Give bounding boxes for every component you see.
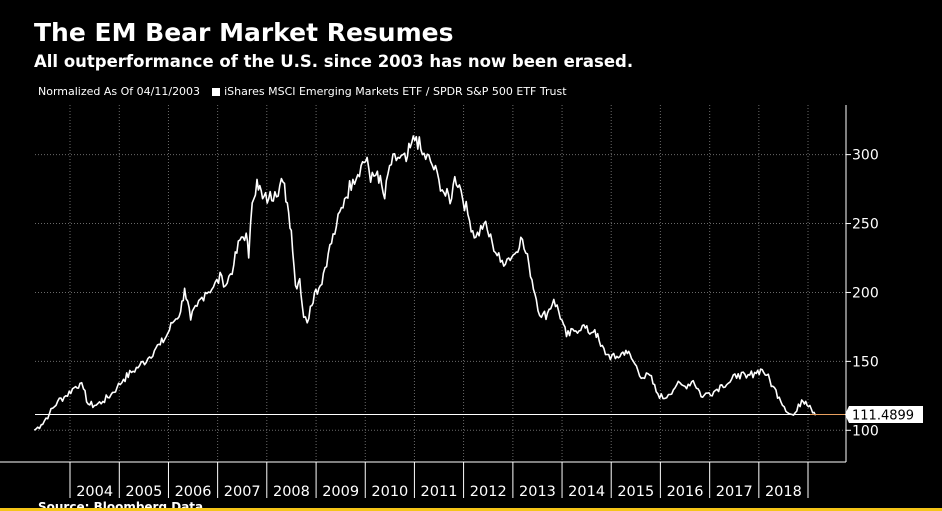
normalization-note: Normalized As Of 04/11/2003 (38, 85, 201, 98)
x-tick-label: 2017 (716, 484, 753, 500)
y-tick-label: 200 (852, 285, 879, 301)
gridlines (35, 105, 846, 462)
legend-series-label: iShares MSCI Emerging Markets ETF / SPDR… (224, 85, 567, 98)
y-tick-label: 100 (852, 423, 879, 439)
x-tick-label: 2009 (322, 484, 359, 500)
axes (0, 105, 851, 498)
legend-swatch (212, 87, 221, 96)
chart-legend: Normalized As Of 04/11/2003 iShares MSCI… (38, 85, 567, 98)
x-tick-label: 2004 (76, 484, 113, 500)
x-tick-label: 2006 (175, 484, 212, 500)
x-tick-label: 2016 (667, 484, 704, 500)
x-tick-label: 2015 (617, 484, 654, 500)
source-note: Source: Bloomberg Data (38, 500, 204, 511)
x-tick-label: 2018 (765, 484, 802, 500)
last-value-box (845, 405, 923, 423)
y-tick-label: 300 (852, 148, 879, 164)
x-tick-label: 2013 (519, 484, 556, 500)
series-layer (33, 135, 846, 431)
chart-title: The EM Bear Market Resumes (34, 18, 454, 47)
x-tick-label: 2012 (470, 484, 507, 500)
chart-subtitle: All outperformance of the U.S. since 200… (34, 52, 634, 71)
y-tick-label: 150 (852, 354, 879, 370)
x-tick-label: 2014 (568, 484, 605, 500)
x-tick-label: 2005 (125, 484, 162, 500)
x-tick-label: 2011 (421, 484, 458, 500)
series-line (33, 135, 816, 431)
x-tick-label: 2008 (273, 484, 310, 500)
x-tick-label: 2007 (224, 484, 261, 500)
bottom-rule (0, 508, 942, 511)
x-tick-label: 2010 (371, 484, 408, 500)
labels: 100 150 200 250 300 2004 2005 2006 2007 2008 2009 2… (76, 148, 923, 500)
last-value-label: 111.4899 (852, 408, 914, 423)
y-tick-label: 250 (852, 217, 879, 233)
